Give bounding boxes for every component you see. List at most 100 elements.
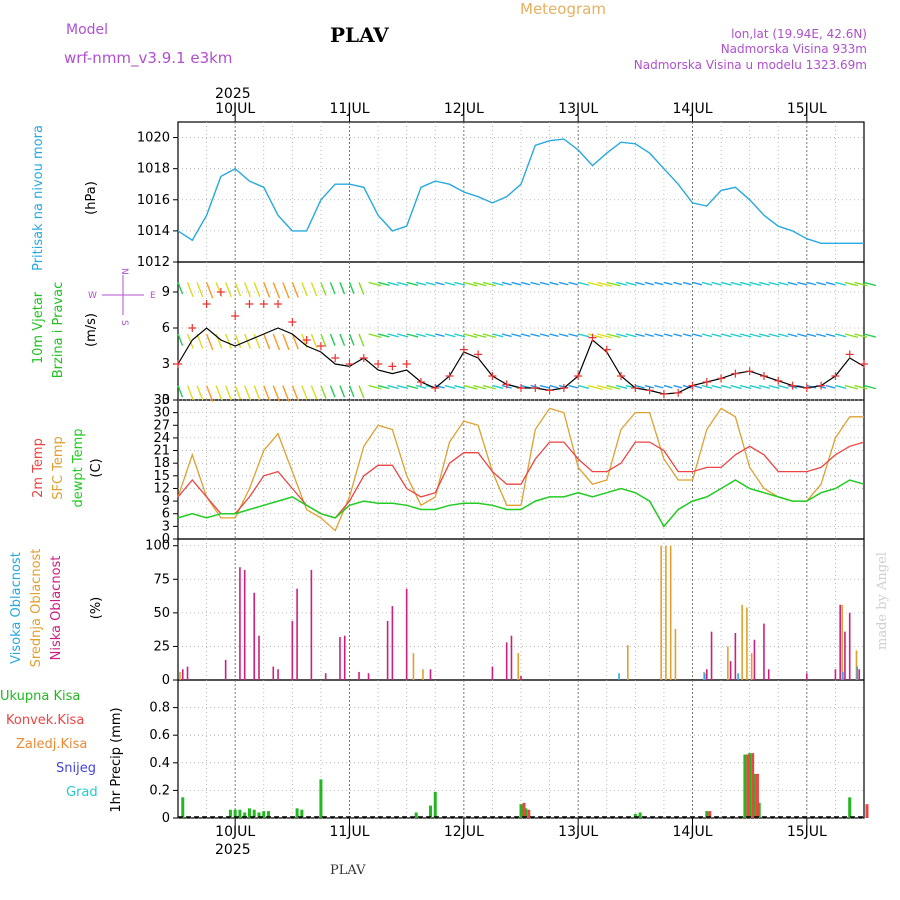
- wind-gust-marker: [602, 345, 611, 354]
- wind-gust-marker: [531, 384, 540, 392]
- wind-arrow: [339, 282, 346, 295]
- wind-gust-marker: [745, 367, 754, 376]
- y-tick-label: 3: [162, 357, 170, 372]
- wind-arrow: [282, 385, 290, 402]
- precip-total-bar: [519, 804, 523, 818]
- wind-arrow: [387, 281, 399, 286]
- x-day-label-top: 11JUL: [330, 101, 370, 117]
- wind-arrow: [416, 281, 427, 286]
- precip-total-bar: [181, 797, 185, 818]
- wind-gust-marker: [645, 386, 654, 395]
- wind-arrow: [654, 333, 664, 337]
- wind-gust-marker: [359, 354, 368, 362]
- year-top: 2025: [215, 86, 251, 102]
- wind-gust-marker: [559, 384, 568, 392]
- wind-arrow: [444, 333, 456, 338]
- wind-arrow: [454, 281, 466, 286]
- pressure-unit: (hPa): [84, 181, 99, 215]
- y-tick-label: 15: [153, 469, 170, 484]
- wind-arrow: [387, 333, 399, 338]
- wind-arrow: [205, 333, 214, 351]
- wind-arrow: [416, 384, 427, 389]
- precip-total-bar: [300, 809, 304, 818]
- model-elevation: Nadmorska Visina u modelu 1323.69m: [634, 58, 867, 72]
- precip-total-bar: [257, 812, 261, 818]
- year-bottom: 2025: [215, 842, 251, 858]
- wind-arrow: [606, 384, 621, 390]
- wind-gust-marker: [331, 354, 340, 362]
- wind-arrow: [768, 333, 780, 338]
- wind-arrow: [673, 281, 683, 286]
- wind-arrow: [568, 384, 579, 389]
- wind-arrow: [186, 282, 194, 298]
- wind-arrow: [749, 333, 762, 338]
- wind-arrow: [244, 282, 251, 298]
- y-tick-label: 25: [153, 639, 170, 654]
- wind-arrow: [387, 384, 399, 390]
- wind-arrow: [234, 282, 242, 297]
- wind-arrow: [520, 281, 531, 286]
- wind-arrow: [463, 281, 478, 287]
- wind-arrow: [825, 384, 836, 389]
- wind-arrow: [310, 282, 318, 297]
- wind-arrow: [339, 333, 346, 346]
- y-tick-label: 0: [162, 393, 170, 408]
- wind-gust-marker: [274, 300, 283, 308]
- wind-arrow: [778, 384, 789, 389]
- wind-arrow: [473, 333, 487, 338]
- wind-unit: (m/s): [84, 313, 99, 347]
- wind-arrow: [835, 333, 847, 338]
- compass-s: S: [119, 320, 129, 326]
- y-tick-label: 1018: [137, 162, 170, 177]
- wind-gust-marker: [731, 369, 740, 378]
- legend-snow: Snijeg: [56, 761, 96, 776]
- wind-arrow: [435, 333, 445, 338]
- wind-arrow: [329, 333, 336, 346]
- y-tick-label: 50: [153, 606, 170, 621]
- precip-conv-bar: [527, 809, 531, 818]
- wind-arrow: [558, 281, 569, 286]
- watermark: made by Angel: [875, 552, 890, 650]
- y-tick-label: 33: [153, 393, 170, 408]
- wind-arrow: [263, 282, 271, 298]
- wind-gust-marker: [445, 372, 454, 380]
- wind-gust-marker: [574, 372, 583, 380]
- temp-axis-title-1: 2m Temp: [31, 438, 46, 498]
- wind-arrow: [501, 281, 512, 286]
- y-tick-label: 0: [162, 673, 170, 688]
- wind-arrow: [682, 281, 692, 286]
- wind-arrow: [797, 281, 807, 286]
- y-tick-label: 24: [153, 431, 170, 446]
- wind-arrow: [701, 384, 713, 389]
- wind-arrow: [186, 385, 194, 401]
- wind-arrow: [234, 333, 242, 349]
- wind-arrow: [329, 282, 336, 295]
- wind-arrow: [234, 385, 242, 400]
- y-tick-label: 6: [162, 507, 170, 522]
- wind-arrow: [253, 282, 261, 298]
- wind-arrow: [577, 333, 589, 338]
- cloud-unit: (%): [89, 597, 104, 620]
- wind-arrow: [749, 384, 762, 390]
- wind-arrow: [730, 384, 742, 390]
- wind-arrow: [863, 333, 876, 338]
- wind-arrow: [768, 281, 780, 286]
- wind-gust-marker: [488, 372, 497, 380]
- y-tick-label: 0.4: [149, 756, 170, 771]
- wind-gust-marker: [659, 390, 668, 398]
- wind-arrow: [797, 333, 807, 338]
- precip-total-bar: [228, 809, 232, 818]
- wind-arrow: [816, 333, 827, 338]
- wind-arrow: [749, 281, 762, 286]
- wind-gust-marker: [288, 318, 297, 326]
- plot-layer: 1012101410161018102003690369121518212427…: [137, 101, 876, 840]
- wind-arrow: [348, 282, 355, 295]
- wind-gust-marker: [688, 381, 697, 390]
- wind-gust-marker: [631, 384, 640, 392]
- wind-arrow: [492, 281, 504, 286]
- x-day-label-top: 10JUL: [215, 101, 255, 117]
- wind-arrow: [301, 282, 308, 297]
- precip-total-bar: [262, 811, 266, 818]
- precip-conv-bar: [522, 802, 526, 818]
- wind-arrow: [186, 333, 194, 349]
